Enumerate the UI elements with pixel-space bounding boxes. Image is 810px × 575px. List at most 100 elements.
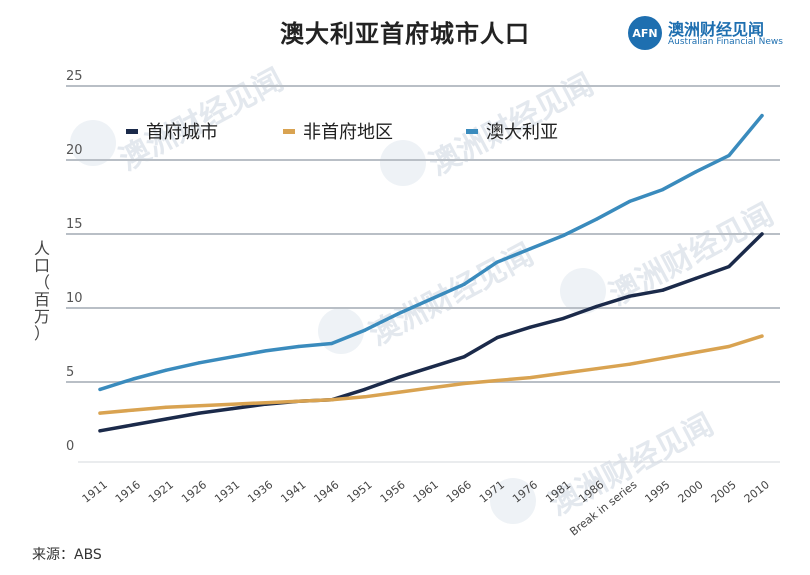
data-point bbox=[760, 114, 764, 118]
x-tick-label: 1981 bbox=[543, 478, 573, 505]
legend-swatch bbox=[126, 128, 138, 134]
data-point bbox=[528, 375, 532, 380]
data-point bbox=[628, 294, 632, 298]
data-point bbox=[561, 316, 566, 320]
data-point bbox=[694, 350, 698, 354]
x-tick-label: 1976 bbox=[510, 478, 540, 505]
x-tick-label: 2010 bbox=[742, 478, 772, 505]
y-tick-label: 25 bbox=[66, 69, 83, 84]
data-point bbox=[297, 399, 301, 403]
legend-item-australia: 澳大利亚 bbox=[466, 118, 558, 144]
afn-logo-icon: AFN bbox=[628, 16, 662, 50]
chart-title: 澳大利亚首府城市人口 bbox=[280, 20, 530, 48]
data-point bbox=[727, 264, 731, 269]
data-point bbox=[197, 411, 201, 415]
data-point bbox=[561, 233, 566, 238]
y-axis-label-char: 人 bbox=[34, 239, 51, 258]
y-tick-label: 5 bbox=[66, 365, 74, 380]
x-tick-label: 1946 bbox=[311, 478, 341, 505]
x-tick-label: 1951 bbox=[345, 478, 375, 505]
y-tick-label: 20 bbox=[66, 143, 83, 158]
brand-logo: AFN 澳洲财经见闻 Australian Financial News bbox=[628, 16, 800, 52]
data-point bbox=[661, 188, 665, 192]
data-point bbox=[628, 199, 632, 204]
y-axis-label: 人 口 （ 百 万 ） bbox=[34, 239, 51, 343]
data-point bbox=[363, 387, 367, 391]
data-point bbox=[694, 170, 698, 174]
data-point bbox=[561, 371, 566, 375]
brand-name-en: Australian Financial News bbox=[668, 37, 783, 47]
series-line-1 bbox=[98, 334, 764, 415]
data-point bbox=[694, 276, 698, 280]
data-point bbox=[197, 361, 201, 365]
data-point bbox=[263, 349, 268, 353]
y-axis-label-char: 口 bbox=[34, 256, 51, 275]
x-tick-label: 2005 bbox=[709, 478, 739, 505]
data-point bbox=[131, 377, 135, 381]
data-point bbox=[396, 375, 400, 380]
data-point bbox=[98, 429, 102, 433]
data-point bbox=[661, 288, 665, 292]
y-tick-label: 0 bbox=[66, 439, 74, 454]
data-point bbox=[330, 398, 334, 402]
x-tick-label: 1941 bbox=[278, 478, 308, 505]
y-tick-label: 15 bbox=[66, 217, 83, 232]
x-tick-label: 1911 bbox=[80, 478, 110, 505]
data-point bbox=[330, 341, 334, 346]
x-tick-label: 1971 bbox=[477, 478, 507, 505]
data-point bbox=[462, 282, 466, 286]
data-point bbox=[760, 232, 764, 236]
x-tick-label: 1936 bbox=[245, 478, 275, 505]
data-point bbox=[131, 408, 135, 412]
data-point bbox=[628, 362, 632, 366]
data-point bbox=[462, 381, 466, 386]
data-point bbox=[263, 401, 268, 405]
brand-name-cn: 澳洲财经见闻 bbox=[668, 20, 765, 39]
x-tick-label: 1961 bbox=[411, 478, 441, 505]
x-tick-label: 1966 bbox=[444, 478, 474, 505]
data-point bbox=[429, 297, 433, 301]
legend-item-non-capital: 非首府地区 bbox=[283, 118, 393, 144]
legend-label: 澳大利亚 bbox=[486, 122, 558, 143]
data-point bbox=[429, 365, 433, 369]
source-note: 来源：ABS bbox=[32, 547, 102, 563]
data-point bbox=[98, 387, 102, 391]
data-point bbox=[495, 378, 499, 383]
data-point bbox=[230, 402, 234, 406]
data-point bbox=[594, 367, 599, 371]
data-point bbox=[297, 344, 301, 349]
x-tick-label: 1931 bbox=[212, 478, 242, 505]
legend-label: 首府城市 bbox=[146, 122, 218, 143]
data-point bbox=[727, 344, 731, 349]
data-point bbox=[164, 368, 168, 372]
data-point bbox=[131, 423, 135, 427]
y-axis-label-char: 万 bbox=[34, 307, 51, 326]
data-point bbox=[495, 260, 499, 264]
y-axis-label-char: 百 bbox=[34, 290, 51, 309]
series-line-2 bbox=[98, 113, 764, 392]
y-axis-label-char: ） bbox=[34, 324, 51, 343]
data-point bbox=[528, 247, 532, 251]
data-point bbox=[661, 356, 665, 360]
x-tick-label: 1956 bbox=[378, 478, 408, 505]
data-point bbox=[462, 355, 466, 359]
legend-item-capital-cities: 首府城市 bbox=[126, 118, 218, 144]
data-point bbox=[594, 304, 599, 309]
x-tick-label: 2000 bbox=[676, 478, 706, 505]
data-point bbox=[760, 334, 764, 338]
data-point bbox=[98, 411, 102, 415]
legend-label: 非首府地区 bbox=[303, 122, 393, 143]
data-point bbox=[429, 386, 433, 390]
data-point bbox=[396, 390, 400, 394]
y-axis-label-char: （ bbox=[34, 273, 51, 292]
legend-swatch bbox=[283, 128, 295, 134]
data-point bbox=[528, 325, 532, 329]
legend-swatch bbox=[466, 128, 478, 134]
y-tick-label: 10 bbox=[66, 291, 83, 306]
x-tick-label: 1926 bbox=[179, 478, 209, 505]
data-point bbox=[363, 395, 367, 399]
data-point bbox=[230, 407, 234, 411]
data-point bbox=[230, 355, 234, 359]
data-point bbox=[197, 404, 201, 408]
